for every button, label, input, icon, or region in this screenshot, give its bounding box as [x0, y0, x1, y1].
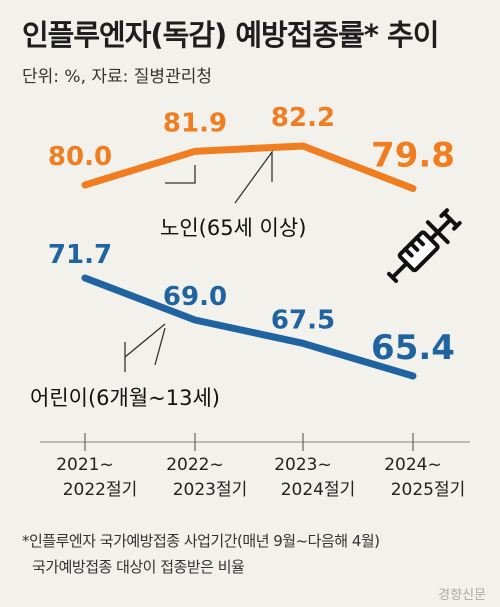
- chart-title: 인플루엔자(독감) 예방접종률* 추이: [22, 18, 439, 52]
- legend-leader: [165, 149, 273, 204]
- x-tick-label: 2022절기: [63, 480, 138, 500]
- syringe-icon: [387, 208, 462, 283]
- footnote-definition: 국가예방접종 대상이 접종받은 비율: [32, 558, 245, 576]
- chart-subtitle: 단위: %, 자료: 질병관리청: [22, 67, 212, 87]
- x-tick-label: 2021~: [56, 455, 114, 475]
- x-tick-label: 2022~: [166, 455, 224, 475]
- x-tick-label: 2024절기: [281, 480, 356, 500]
- x-tick-label: 2025절기: [391, 480, 466, 500]
- series-children: 어린이(6개월~13세): [30, 274, 417, 410]
- data-label: 71.7: [48, 240, 112, 270]
- x-tick-label: 2023절기: [173, 480, 248, 500]
- x-tick-label: 2023~: [274, 455, 332, 475]
- data-label: 81.9: [163, 108, 227, 138]
- data-label: 67.5: [271, 305, 335, 335]
- data-label: 82.2: [271, 103, 335, 133]
- x-tick-label: 2024~: [384, 455, 442, 475]
- footnote-period: *인플루엔자 국가예방접종 사업기간(매년 9월~다음해 4월): [22, 532, 380, 550]
- data-label: 79.8: [371, 136, 455, 176]
- series-elderly: 노인(65세 이상): [81, 142, 417, 240]
- data-label: 65.4: [371, 328, 455, 368]
- series-line: [81, 274, 417, 380]
- data-label: 69.0: [163, 282, 227, 312]
- data-label: 80.0: [48, 142, 112, 172]
- legend-label: 어린이(6개월~13세): [30, 386, 220, 410]
- source-credit: 경향신문: [438, 588, 486, 603]
- legend-label: 노인(65세 이상): [160, 216, 306, 240]
- legend-leader: [124, 323, 166, 372]
- series-line: [81, 142, 417, 193]
